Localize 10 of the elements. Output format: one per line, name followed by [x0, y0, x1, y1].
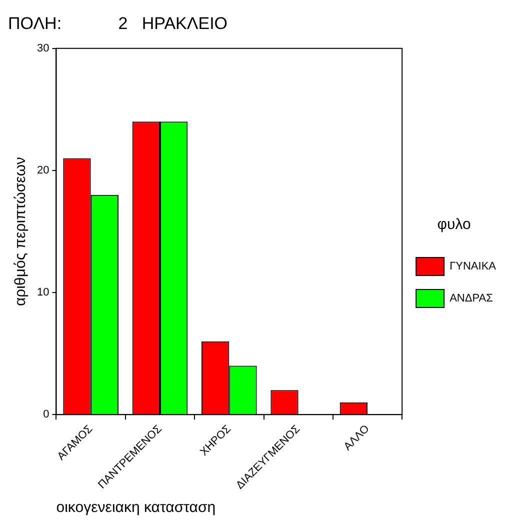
y-tick-label: 10: [36, 286, 50, 299]
legend-title: φυλο: [437, 216, 471, 234]
chart-title: ΠΟΛΗ: 2 ΗΡΑΚΛΕΙΟ: [8, 14, 228, 33]
legend-label: ΑΝΔΡΑΣ: [450, 292, 494, 305]
y-tick-label: 20: [36, 164, 50, 176]
y-tick-label: 30: [36, 42, 50, 54]
x-axis-title: οικογενειακη κατασταση: [56, 499, 216, 516]
y-tick-label: 0: [43, 408, 50, 421]
legend-label: ΓΥΝΑΙΚΑ: [450, 260, 497, 273]
y-axis-title: αριθμός περιπτώσεων: [12, 156, 30, 306]
